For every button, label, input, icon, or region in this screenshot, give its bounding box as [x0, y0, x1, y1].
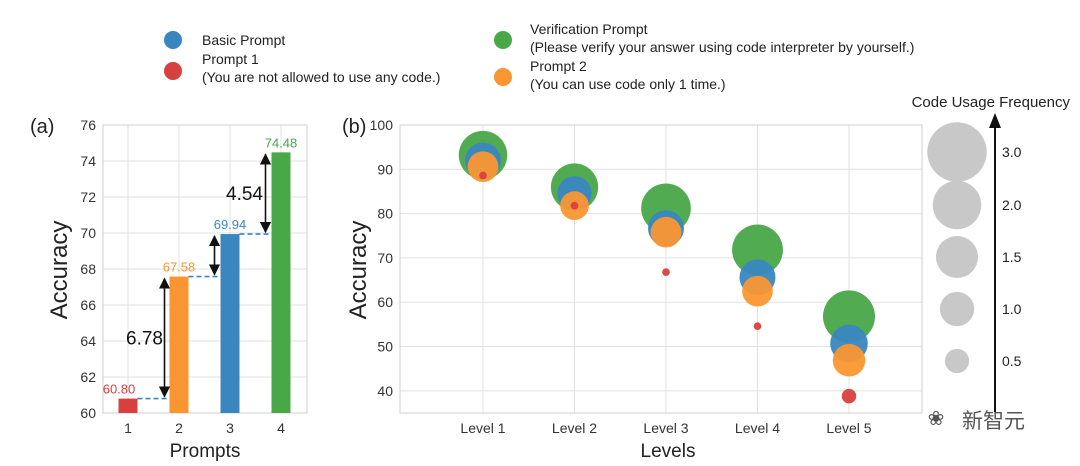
size-legend-circle	[939, 291, 975, 327]
y-tick-label: 62	[80, 369, 96, 385]
y-tick-label: 74	[80, 153, 96, 169]
y-tick-label: 80	[377, 206, 393, 222]
legend-label-basic-prompt: Basic Prompt	[202, 32, 285, 48]
size-legend-label: 1.5	[1002, 249, 1022, 265]
size-legend-title: Code Usage Frequency	[912, 94, 1071, 111]
bubble-point	[570, 201, 579, 210]
legend-marker-prompt-2	[494, 68, 512, 86]
bubble-point	[479, 171, 487, 180]
x-tick-label: 3	[226, 420, 234, 436]
legend: Basic Prompt Prompt 1 (You are not allow…	[164, 21, 914, 92]
size-legend-circle	[936, 236, 978, 278]
y-tick-label: 68	[80, 261, 96, 277]
x-tick-label: Level 3	[643, 420, 688, 436]
chart-a: 60 62 64 66 68 70 72 74 76 1 2 3 4 60.80 67.58 69.94 74.…	[80, 117, 308, 436]
panel-a-label: (a)	[30, 116, 54, 138]
x-tick-label: Level 1	[460, 420, 505, 436]
y-tick-label: 40	[377, 383, 393, 399]
y-tick-label: 70	[377, 250, 393, 266]
bar-value-label: 60.80	[103, 382, 136, 397]
chart-b: 40 50 60 70 80 90 100 Level 1 Level 2 Level 3 Leve…	[370, 117, 923, 436]
size-legend-arrow-head	[989, 113, 1001, 128]
y-tick-label: 100	[370, 117, 394, 133]
y-tick-label: 72	[80, 189, 96, 205]
bubble-point	[650, 216, 682, 248]
legend-note-verification-prompt: (Please verify your answer using code in…	[530, 39, 914, 55]
size-legend-circle	[927, 122, 987, 182]
bar-value-label: 74.48	[265, 135, 298, 150]
bubble-point	[467, 151, 499, 182]
panel-b-ylabel: Accuracy	[345, 221, 372, 320]
bubble-point	[822, 290, 876, 343]
panel-b-label: (b)	[342, 116, 366, 138]
bar	[169, 276, 189, 413]
bubble-point	[732, 224, 783, 276]
x-tick-label: 2	[175, 420, 183, 436]
watermark-text: 新智元	[962, 410, 1025, 433]
size-legend-label: 0.5	[1002, 353, 1022, 369]
difference-label: 6.78	[126, 329, 163, 350]
panel-b-xlabel: Levels	[641, 441, 696, 462]
legend-note-prompt-1: (You are not allowed to use any code.)	[202, 69, 440, 85]
legend-marker-verification-prompt	[494, 31, 512, 49]
legend-note-prompt-2: (You can use code only 1 time.)	[530, 76, 726, 92]
bar-value-label: 69.94	[214, 217, 247, 232]
bubble-point	[753, 322, 762, 330]
y-tick-label: 90	[377, 161, 393, 177]
y-tick-label: 76	[80, 117, 96, 133]
size-legend: 3.0 2.0 1.5 1.0 0.5	[927, 122, 1022, 374]
size-legend-label: 2.0	[1002, 197, 1022, 213]
difference-label: 4.54	[226, 184, 263, 205]
x-tick-label: 1	[124, 420, 132, 436]
bubble-point	[742, 275, 773, 307]
panel-a-xlabel: Prompts	[170, 441, 241, 462]
y-tick-label: 64	[80, 333, 96, 349]
panel-a-ylabel: Accuracy	[46, 221, 73, 320]
x-tick-label: 4	[277, 420, 285, 436]
bubble-point	[841, 388, 857, 404]
bubble-point	[662, 268, 670, 276]
legend-label-prompt-2: Prompt 2	[530, 58, 587, 74]
legend-marker-basic-prompt	[164, 31, 182, 49]
legend-marker-prompt-1	[164, 62, 182, 80]
y-tick-label: 66	[80, 297, 96, 313]
x-tick-label: Level 5	[826, 420, 871, 436]
bar	[271, 152, 291, 414]
y-tick-label: 50	[377, 339, 393, 355]
y-tick-label: 70	[80, 225, 96, 241]
plot-frame	[399, 124, 923, 414]
bar	[118, 398, 138, 413]
bar-value-label: 67.58	[163, 260, 196, 275]
size-legend-circle	[932, 180, 982, 230]
x-tick-label: Level 4	[735, 420, 780, 436]
bar	[220, 234, 240, 413]
legend-label-prompt-1: Prompt 1	[202, 51, 259, 67]
bubble-point	[832, 344, 866, 377]
y-tick-label: 60	[377, 294, 393, 310]
x-tick-label: Level 2	[552, 420, 597, 436]
y-tick-label: 60	[80, 405, 96, 421]
size-legend-label: 1.0	[1002, 301, 1022, 317]
size-legend-circle	[944, 348, 970, 374]
legend-label-verification-prompt: Verification Prompt	[530, 21, 648, 37]
size-legend-label: 3.0	[1002, 144, 1022, 160]
plot-frame	[102, 124, 308, 414]
watermark-icon: ❀	[928, 408, 945, 430]
